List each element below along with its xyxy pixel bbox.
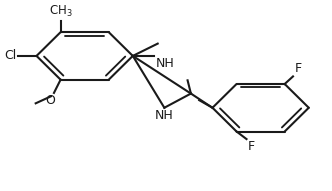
- Text: NH: NH: [156, 57, 175, 70]
- Text: F: F: [248, 140, 255, 153]
- Text: NH: NH: [155, 109, 174, 122]
- Text: CH$_3$: CH$_3$: [49, 4, 72, 19]
- Text: F: F: [295, 62, 302, 75]
- Text: Cl: Cl: [4, 49, 17, 62]
- Text: O: O: [46, 94, 55, 107]
